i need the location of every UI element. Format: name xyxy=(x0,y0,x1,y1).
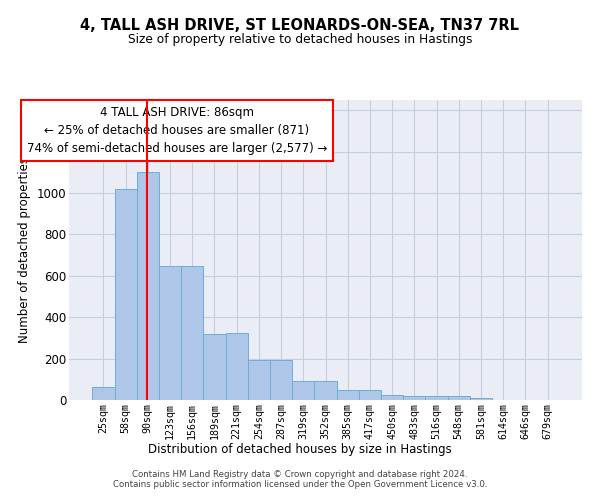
Text: 4 TALL ASH DRIVE: 86sqm
← 25% of detached houses are smaller (871)
74% of semi-d: 4 TALL ASH DRIVE: 86sqm ← 25% of detache… xyxy=(26,106,327,155)
Bar xyxy=(381,395,403,400)
Bar xyxy=(425,396,448,400)
Bar xyxy=(92,386,115,400)
Bar xyxy=(314,382,337,400)
Bar xyxy=(159,266,181,400)
Y-axis label: Number of detached properties: Number of detached properties xyxy=(18,157,31,343)
Text: Contains HM Land Registry data © Crown copyright and database right 2024.
Contai: Contains HM Land Registry data © Crown c… xyxy=(113,470,487,489)
Text: 4, TALL ASH DRIVE, ST LEONARDS-ON-SEA, TN37 7RL: 4, TALL ASH DRIVE, ST LEONARDS-ON-SEA, T… xyxy=(80,18,520,32)
Bar xyxy=(292,382,314,400)
Text: Distribution of detached houses by size in Hastings: Distribution of detached houses by size … xyxy=(148,442,452,456)
Bar xyxy=(115,189,137,400)
Bar xyxy=(203,334,226,400)
Bar xyxy=(248,360,270,400)
Bar xyxy=(270,360,292,400)
Bar xyxy=(137,172,159,400)
Bar xyxy=(226,333,248,400)
Bar xyxy=(448,396,470,400)
Bar xyxy=(359,390,381,400)
Text: Size of property relative to detached houses in Hastings: Size of property relative to detached ho… xyxy=(128,32,472,46)
Bar xyxy=(181,266,203,400)
Bar xyxy=(337,390,359,400)
Bar xyxy=(470,398,492,400)
Bar xyxy=(403,396,425,400)
